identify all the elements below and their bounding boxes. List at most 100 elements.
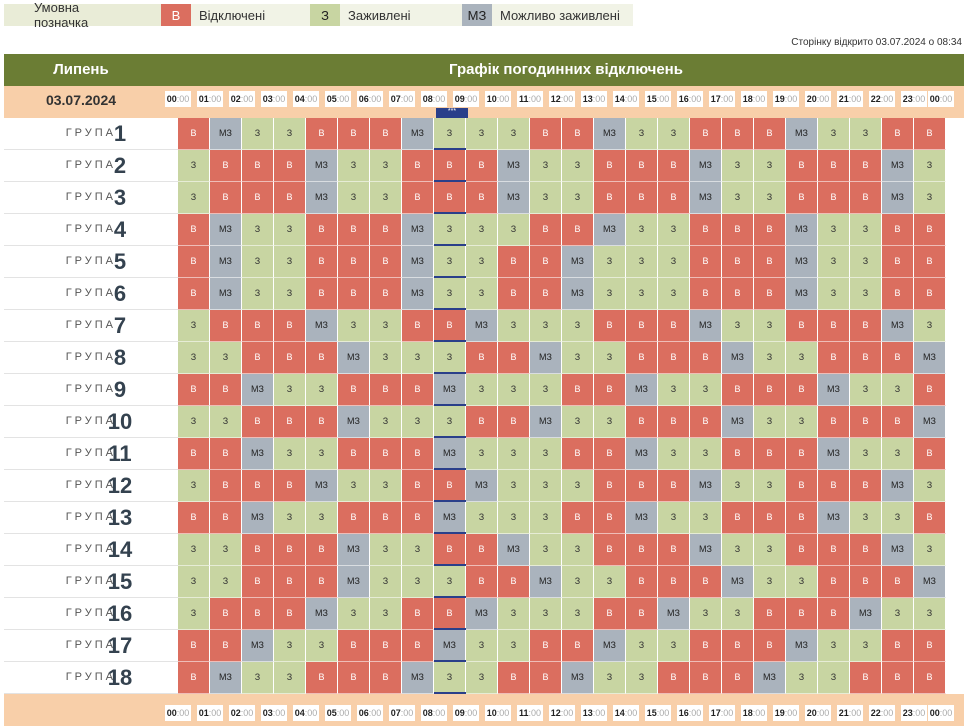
- group-row: ГРУПА 6 В МЗ З З В В В МЗ З З В В МЗ З З З В В В МЗ З З В В: [4, 278, 964, 310]
- schedule-cell: В: [658, 182, 690, 214]
- schedule-cell: В: [882, 630, 914, 662]
- schedule-cell: В: [914, 630, 946, 662]
- bottom-hour-tick: 10:00: [485, 705, 511, 721]
- schedule-cell: З: [370, 406, 402, 438]
- schedule-cell: З: [594, 662, 626, 694]
- current-hour-line: [434, 276, 466, 278]
- schedule-cell: З: [818, 246, 850, 278]
- schedule-cell: З: [818, 630, 850, 662]
- schedule-cell: МЗ: [690, 470, 722, 502]
- legend-off-label: Відключені: [191, 4, 310, 26]
- group-label: ГРУПА 18: [4, 662, 178, 694]
- schedule-cell: МЗ: [658, 598, 690, 630]
- current-hour-line: [434, 308, 466, 310]
- schedule-cell: В: [690, 278, 722, 310]
- schedule-cell: В: [178, 246, 210, 278]
- schedule-cell: В: [882, 662, 914, 694]
- group-number: 2: [113, 153, 127, 178]
- schedule-cell: В: [594, 182, 626, 214]
- group-row: ГРУПА 4 В МЗ З З В В В МЗ З З З В В МЗ З З В В В МЗ З З В В: [4, 214, 964, 246]
- schedule-cell: МЗ: [434, 374, 466, 406]
- group-row: ГРУПА 15 З З В В В МЗ З З З В В МЗ З З В В В МЗ З З В В В МЗ: [4, 566, 964, 598]
- schedule-cell: В: [626, 566, 658, 598]
- top-hour-tick: 11:00: [517, 91, 543, 107]
- schedule-cell: З: [530, 470, 562, 502]
- schedule-cell: З: [658, 438, 690, 470]
- schedule-title: Графік погодинних відключень: [449, 61, 683, 78]
- schedule-cell: З: [498, 374, 530, 406]
- top-hour-tick: 21:00: [837, 91, 863, 107]
- schedule-cell: З: [466, 214, 498, 246]
- schedule-cell: З: [530, 534, 562, 566]
- schedule-cell: З: [786, 342, 818, 374]
- schedule-cell: В: [754, 246, 786, 278]
- group-row: ГРУПА 7 З В В В МЗ З З В В МЗ З З З В В В МЗ З З В В В МЗ З: [4, 310, 964, 342]
- current-hour-line: [434, 436, 466, 438]
- group-word: ГРУПА: [65, 383, 116, 395]
- schedule-cell: В: [818, 470, 850, 502]
- top-hour-tick: 03:00: [261, 91, 287, 107]
- schedule-cell: МЗ: [594, 630, 626, 662]
- time-header-top: 03.07.2024 00:00 01:00 02:00 03:00 04:00 05:0…: [4, 86, 964, 118]
- current-hour-line: [434, 372, 466, 374]
- schedule-cell: В: [338, 630, 370, 662]
- schedule-cell: З: [242, 662, 274, 694]
- schedule-cell: З: [498, 438, 530, 470]
- legend-maybe-swatch: МЗ: [462, 4, 492, 26]
- schedule-cell: В: [754, 118, 786, 150]
- schedule-cell: З: [626, 214, 658, 246]
- group-word: ГРУПА: [65, 159, 116, 171]
- top-hour-tick: 18:00: [741, 91, 767, 107]
- bottom-hour-tick: 18:00: [741, 705, 767, 721]
- schedule-cell: З: [242, 278, 274, 310]
- group-row: ГРУПА 3 З В В В МЗ З З В В В МЗ З З В В В МЗ З З В В В МЗ З: [4, 182, 964, 214]
- group-number: 14: [107, 537, 133, 562]
- schedule-cell: З: [754, 182, 786, 214]
- schedule-cell: В: [594, 150, 626, 182]
- group-number: 7: [113, 313, 127, 338]
- schedule-cell: В: [690, 214, 722, 246]
- top-hour-tick: 20:00: [805, 91, 831, 107]
- bottom-hour-tick: 16:00: [677, 705, 703, 721]
- schedule-cell: З: [274, 118, 306, 150]
- schedule-cell: З: [562, 406, 594, 438]
- schedule-cell: З: [434, 662, 466, 694]
- schedule-cell: З: [882, 502, 914, 534]
- bottom-hour-tick: 08:00: [421, 705, 447, 721]
- schedule-cell: З: [370, 310, 402, 342]
- group-label: ГРУПА 2: [4, 150, 178, 182]
- schedule-cell: В: [722, 246, 754, 278]
- schedule-cell: В: [338, 502, 370, 534]
- current-hour-line: [434, 468, 466, 470]
- group-row: ГРУПА 9 В В МЗ З З В В В МЗ З З З В В МЗ З З В В В МЗ З З В: [4, 374, 964, 406]
- schedule-cell: З: [626, 118, 658, 150]
- schedule-cell: З: [178, 534, 210, 566]
- bottom-hour-tick: 00:00: [165, 705, 191, 721]
- schedule-cell: В: [786, 438, 818, 470]
- group-number: 18: [107, 665, 133, 690]
- group-number: 3: [113, 185, 127, 210]
- current-hour-line: [434, 148, 466, 150]
- schedule-cell: МЗ: [818, 374, 850, 406]
- top-hour-tick: 00:00: [928, 91, 954, 107]
- schedule-cell: В: [882, 406, 914, 438]
- top-hour-tick: 01:00: [197, 91, 223, 107]
- schedule-cell: В: [562, 118, 594, 150]
- schedule-cell: МЗ: [242, 502, 274, 534]
- schedule-cell: В: [722, 630, 754, 662]
- schedule-cell: В: [850, 662, 882, 694]
- schedule-cell: З: [274, 630, 306, 662]
- schedule-cell: В: [434, 182, 466, 214]
- schedule-cell: В: [626, 534, 658, 566]
- schedule-cell: В: [338, 118, 370, 150]
- schedule-cell: В: [370, 630, 402, 662]
- schedule-cell: МЗ: [338, 534, 370, 566]
- schedule-cell: МЗ: [594, 214, 626, 246]
- schedule-cell: В: [882, 566, 914, 598]
- schedule-cell: В: [914, 278, 946, 310]
- schedule-cell: З: [306, 374, 338, 406]
- schedule-cell: В: [754, 374, 786, 406]
- current-hour-line: [434, 692, 466, 694]
- schedule-cell: МЗ: [210, 246, 242, 278]
- schedule-cell: З: [850, 214, 882, 246]
